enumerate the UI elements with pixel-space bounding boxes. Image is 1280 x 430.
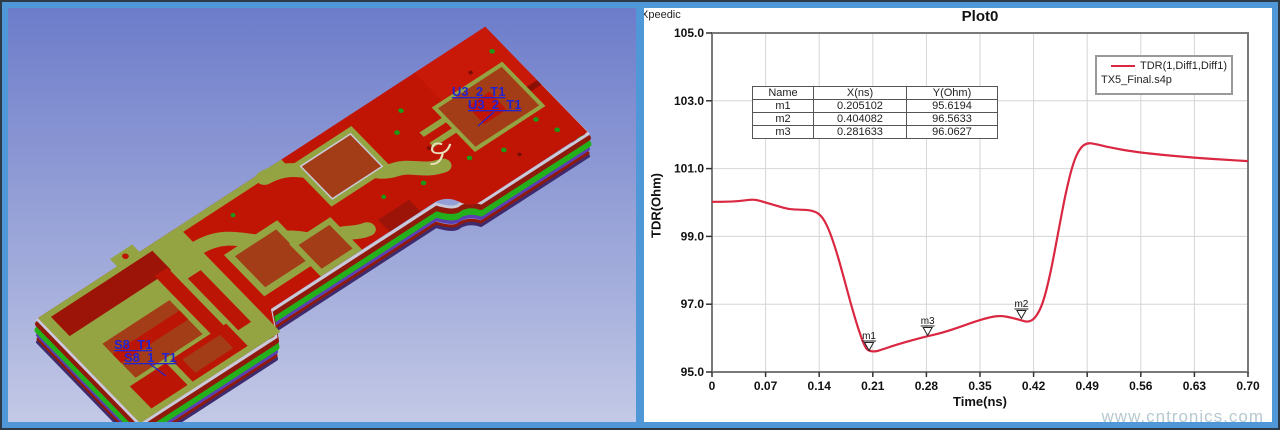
pcb-label-s8-b: S8_1_T1 — [124, 350, 177, 365]
x-tick-label: 0 — [709, 379, 716, 393]
via-dots — [230, 48, 561, 218]
marker-table-header-cell: Name — [752, 86, 814, 100]
marker-row[interactable]: m3 0.281633 96.0627 — [752, 125, 998, 139]
y-tick-label: 103.0 — [674, 94, 704, 108]
marker-label-m3[interactable]: m3 — [921, 316, 935, 327]
label-leader-line — [149, 363, 167, 377]
marker-glyph-m1[interactable] — [863, 342, 875, 352]
pcb-board — [38, 26, 588, 422]
x-tick-label: 0.42 — [1022, 379, 1046, 393]
brand-text: Xpeedic — [644, 9, 681, 21]
marker-table-header: Name X(ns) Y(Ohm) — [752, 86, 998, 100]
y-tick-label: 101.0 — [674, 162, 704, 176]
marker-cell: 0.281633 — [813, 125, 907, 139]
x-tick-label: 0.56 — [1129, 379, 1153, 393]
plot-panel: 105.0 103.0 101.0 99.0 97.0 95.0 0 0.07 0.14 0.21… — [644, 8, 1272, 422]
marker-cell: m3 — [752, 125, 814, 139]
pcb-3d-viewport[interactable]: U3_2_T1 U3_2_T1 S8_T1 S8_1_T1 — [8, 8, 636, 422]
marker-label-m1[interactable]: m1 — [862, 331, 876, 342]
marker-row[interactable]: m2 0.404082 96.5633 — [752, 112, 998, 126]
x-tick-label: 0.07 — [754, 379, 778, 393]
x-tick-label: 0.70 — [1236, 379, 1260, 393]
x-tick-label: 0.28 — [915, 379, 939, 393]
x-tick-label: 0.63 — [1183, 379, 1207, 393]
tdr-curve — [711, 142, 1249, 353]
x-tick-label: 0.21 — [861, 379, 885, 393]
y-tick-label: 95.0 — [681, 365, 705, 379]
legend-series-label: TDR(1,Diff1,Diff1) — [1139, 60, 1227, 72]
legend-file-label: TX5_Final.s4p — [1101, 74, 1172, 86]
marker-table-header-cell: Y(Ohm) — [906, 86, 998, 100]
marker-cell: m2 — [752, 112, 814, 126]
y-axis-label: TDR(Ohm) — [648, 173, 664, 238]
marker-label-m2[interactable]: m2 — [1014, 299, 1028, 310]
watermark: www.cntronics.com — [1101, 407, 1264, 426]
marker-cell: 0.404082 — [813, 112, 907, 126]
marker-cell: 0.205102 — [813, 99, 907, 113]
x-tick-label: 0.14 — [808, 379, 832, 393]
marker-row[interactable]: m1 0.205102 95.6194 — [752, 99, 998, 113]
legend[interactable]: TDR(1,Diff1,Diff1) TX5_Final.s4p — [1095, 55, 1233, 95]
series-color-swatch — [1111, 65, 1135, 67]
marker-glyph-m2[interactable] — [1016, 310, 1027, 320]
y-tick-label: 97.0 — [681, 297, 705, 311]
marker-table-header-cell: X(ns) — [813, 86, 907, 100]
pcb-3d-panel: U3_2_T1 U3_2_T1 S8_T1 S8_1_T1 — [8, 8, 636, 422]
pcb-label-u3-b: U3_2_T1 — [468, 97, 521, 112]
plot-title: Plot0 — [961, 8, 999, 25]
marker-table: Name X(ns) Y(Ohm) m1 0.205102 95.6194 m2 0.404… — [752, 86, 998, 139]
pcb-net-labels: U3_2_T1 U3_2_T1 S8_T1 S8_1_T1 — [114, 84, 521, 377]
x-axis-label: Time(ns) — [953, 394, 1007, 409]
plot-canvas[interactable]: 105.0 103.0 101.0 99.0 97.0 95.0 0 0.07 0.14 0.21… — [644, 8, 1272, 422]
marker-cell: 96.0627 — [906, 125, 998, 139]
y-tick-label: 99.0 — [681, 229, 705, 243]
x-tick-label: 0.35 — [968, 379, 992, 393]
label-leader-line — [477, 111, 495, 127]
x-tick-label: 0.49 — [1076, 379, 1100, 393]
y-tick-label: 105.0 — [674, 26, 704, 40]
marker-glyph-m3[interactable] — [922, 326, 934, 337]
pcb-label-s8-a: S8_T1 — [114, 337, 152, 352]
marker-cell: 95.6194 — [906, 99, 998, 113]
marker-cell: 96.5633 — [906, 112, 998, 126]
marker-cell: m1 — [752, 99, 814, 113]
legend-series-row: TDR(1,Diff1,Diff1) — [1101, 60, 1227, 72]
drill-dots — [426, 70, 522, 157]
pcb-label-u3-a: U3_2_T1 — [452, 84, 505, 99]
